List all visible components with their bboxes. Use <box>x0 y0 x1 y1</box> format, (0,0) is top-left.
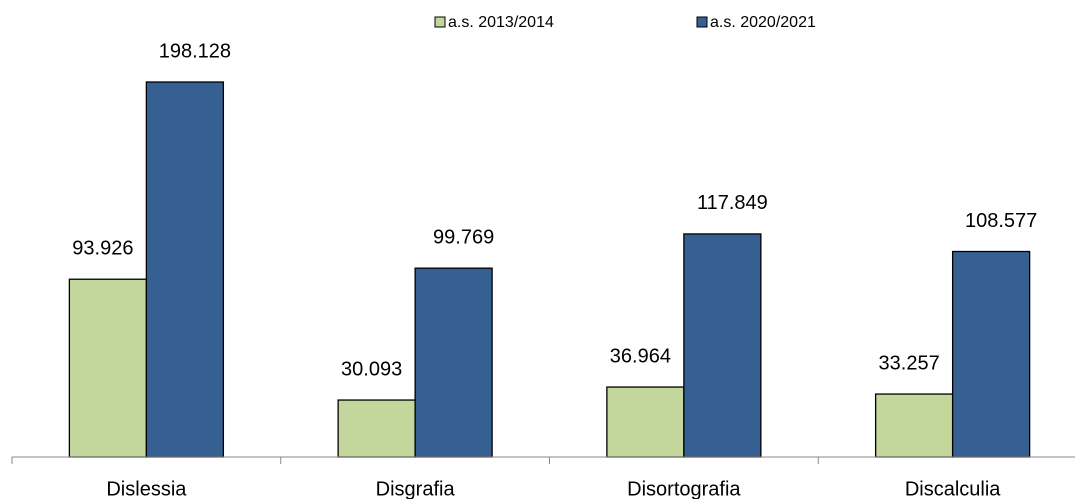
legend-label: a.s. 2013/2014 <box>448 14 554 31</box>
bar <box>68 278 148 458</box>
legend-swatch <box>696 16 708 28</box>
value-label: 93.926 <box>72 238 133 260</box>
bar <box>683 233 762 458</box>
bar <box>145 81 225 458</box>
x-tick-label: Dislessia <box>106 478 187 499</box>
legend-swatch <box>434 16 446 28</box>
x-tick-label: Disgrafia <box>376 478 456 499</box>
x-tick-label: Disortografia <box>627 478 741 499</box>
legend-label: a.s. 2020/2021 <box>710 14 816 31</box>
value-label: 117.849 <box>697 192 768 214</box>
value-label: 36.964 <box>610 345 671 367</box>
value-label: 30.093 <box>341 358 402 380</box>
x-tick-label: Discalculia <box>905 478 1001 499</box>
bar <box>874 393 954 458</box>
value-label: 99.769 <box>433 226 494 248</box>
value-label: 198.128 <box>159 40 231 62</box>
bar <box>606 386 685 458</box>
bar <box>951 250 1031 458</box>
bar <box>414 267 493 458</box>
value-label: 108.577 <box>965 210 1037 232</box>
bar <box>337 399 416 458</box>
value-label: 33.257 <box>879 352 940 374</box>
